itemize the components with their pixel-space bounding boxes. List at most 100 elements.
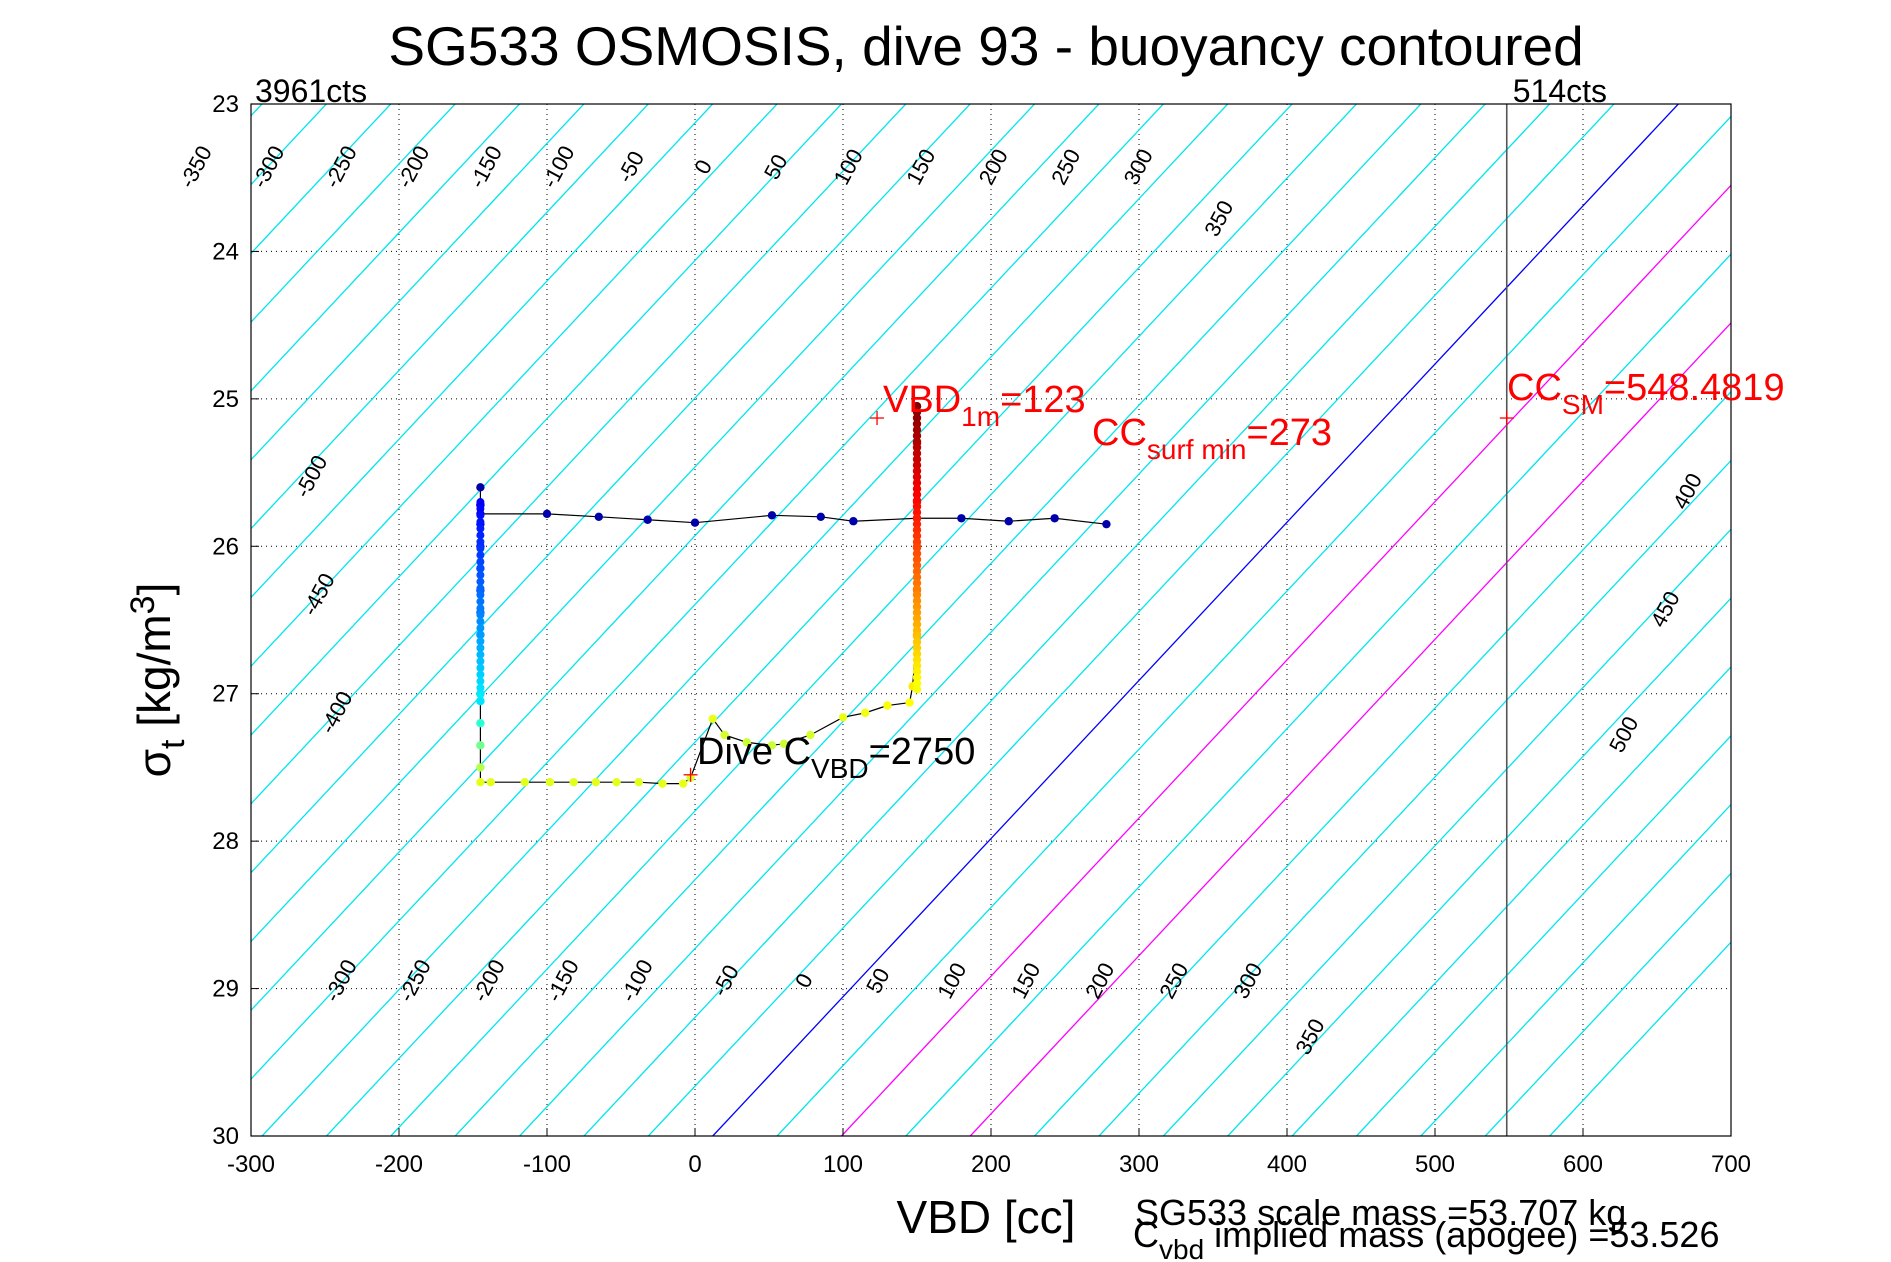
data-point-ascent-dense xyxy=(912,632,922,641)
data-point xyxy=(849,517,858,526)
data-point-descent-dense xyxy=(476,644,485,653)
data-point xyxy=(476,777,485,787)
contour-line xyxy=(1162,528,1731,1136)
contour-line xyxy=(454,104,1422,1136)
data-point-ascent-dense xyxy=(912,443,922,452)
data-point-descent-dense xyxy=(476,650,485,659)
annotation-vbd_1m: VBD1m=123 xyxy=(883,379,1086,432)
data-point xyxy=(678,779,688,788)
data-point-ascent-dense xyxy=(912,419,922,429)
data-point xyxy=(569,777,578,787)
data-point xyxy=(542,509,552,519)
annotation-cc_sm-main: CC xyxy=(1507,367,1562,409)
data-point-descent-dense xyxy=(476,597,485,606)
y-axis-label-sup: 3 xyxy=(124,595,162,614)
y-axis-label-sub: t xyxy=(154,739,192,749)
contour-line xyxy=(251,104,1100,1012)
data-point-descent-dense xyxy=(476,590,485,599)
data-point xyxy=(545,777,555,787)
data-point xyxy=(476,741,485,750)
contour-line xyxy=(251,104,714,599)
data-point-ascent-dense xyxy=(912,643,922,653)
data-point xyxy=(1050,514,1059,523)
x-tick-label: 400 xyxy=(1267,1151,1307,1178)
data-point xyxy=(883,701,892,710)
data-point xyxy=(476,483,485,492)
data-point xyxy=(486,777,495,787)
data-point-ascent-dense xyxy=(912,461,922,470)
data-point xyxy=(1004,517,1013,526)
data-point xyxy=(767,511,777,520)
y-axis-label-rest: [kg/m xyxy=(128,614,180,739)
annotation-cc_surf_min-sub: surf min xyxy=(1147,434,1247,465)
data-point-ascent-dense xyxy=(912,425,922,435)
y-tick-label: 23 xyxy=(212,91,239,118)
data-point-descent-dense xyxy=(476,524,485,533)
contour-line xyxy=(251,104,842,736)
contour-line xyxy=(905,253,1731,1136)
data-point-descent-dense xyxy=(476,531,485,540)
data-point xyxy=(767,741,777,750)
data-point-ascent-dense xyxy=(912,561,922,570)
data-point-ascent-dense xyxy=(912,407,922,417)
data-point xyxy=(1102,519,1111,529)
scale-mass-label: SG533 scale mass =53.707 kg xyxy=(1135,1192,1626,1233)
x-tick-label: 500 xyxy=(1415,1151,1455,1178)
annotation-vbd_1m-rest: =123 xyxy=(1000,379,1086,421)
data-point-ascent-dense xyxy=(912,608,922,617)
data-point xyxy=(742,738,751,747)
y-tick-label: 25 xyxy=(212,386,239,413)
contour-line xyxy=(251,104,649,530)
contour-line xyxy=(1098,459,1731,1136)
data-point-ascent-dense xyxy=(912,537,922,547)
y-tick-label: 30 xyxy=(212,1123,239,1150)
data-point-ascent-dense xyxy=(912,402,922,411)
data-point-descent-dense xyxy=(476,630,485,639)
data-point-descent-dense xyxy=(476,683,485,692)
contour-line xyxy=(1034,390,1731,1136)
contour-line xyxy=(326,104,1293,1136)
data-point xyxy=(905,698,914,707)
implied-mass-label: Cvbd implied mass (apogee) =53.526 xyxy=(1133,1214,1719,1262)
contour-line xyxy=(1420,803,1731,1136)
x-tick-label: -100 xyxy=(523,1151,571,1178)
data-point xyxy=(720,730,729,740)
data-point-descent-dense xyxy=(476,564,485,573)
annotation-dive_cvbd-main: Dive C xyxy=(697,731,811,773)
data-point-ascent-dense xyxy=(912,661,922,670)
data-point-descent-dense xyxy=(476,657,485,666)
x-tick-label: 700 xyxy=(1711,1151,1751,1178)
data-point-ascent-dense xyxy=(912,567,922,576)
data-point-ascent-dense xyxy=(912,519,922,529)
data-point-ascent-dense xyxy=(912,573,922,582)
data-point-ascent-dense xyxy=(912,655,922,665)
data-point-ascent-dense xyxy=(912,602,922,611)
x-tick-label: 600 xyxy=(1563,1151,1603,1178)
data-point-ascent-dense xyxy=(912,584,922,594)
data-point-ascent-dense xyxy=(912,455,922,464)
x-tick-label: -300 xyxy=(227,1151,275,1178)
data-point-ascent-dense xyxy=(912,679,922,688)
implied-mass-main: C xyxy=(1133,1214,1159,1255)
annotation-cc_surf_min-main: CC xyxy=(1092,412,1147,454)
y-axis-label: σt [kg/m3] xyxy=(124,583,192,778)
y-axis-label-end: ] xyxy=(128,583,180,596)
data-point xyxy=(708,714,717,723)
data-point-descent-dense xyxy=(476,677,485,686)
data-point-descent-dense xyxy=(476,690,485,699)
annotation-cc_surf_min-rest: =273 xyxy=(1246,412,1332,454)
contour-line xyxy=(712,104,1679,1136)
contour-line xyxy=(251,104,585,461)
data-point-ascent-dense xyxy=(912,525,922,535)
data-point-ascent-dense xyxy=(912,590,922,600)
contour-line xyxy=(841,184,1731,1136)
y-tick-label: 26 xyxy=(212,533,239,560)
annotation-vbd_1m-sub: 1m xyxy=(961,401,1000,432)
data-point-descent-dense xyxy=(476,610,485,619)
data-point-descent-dense xyxy=(476,624,485,633)
data-point-ascent-dense xyxy=(912,478,922,488)
contour-line xyxy=(261,104,1229,1136)
data-point xyxy=(779,739,788,749)
